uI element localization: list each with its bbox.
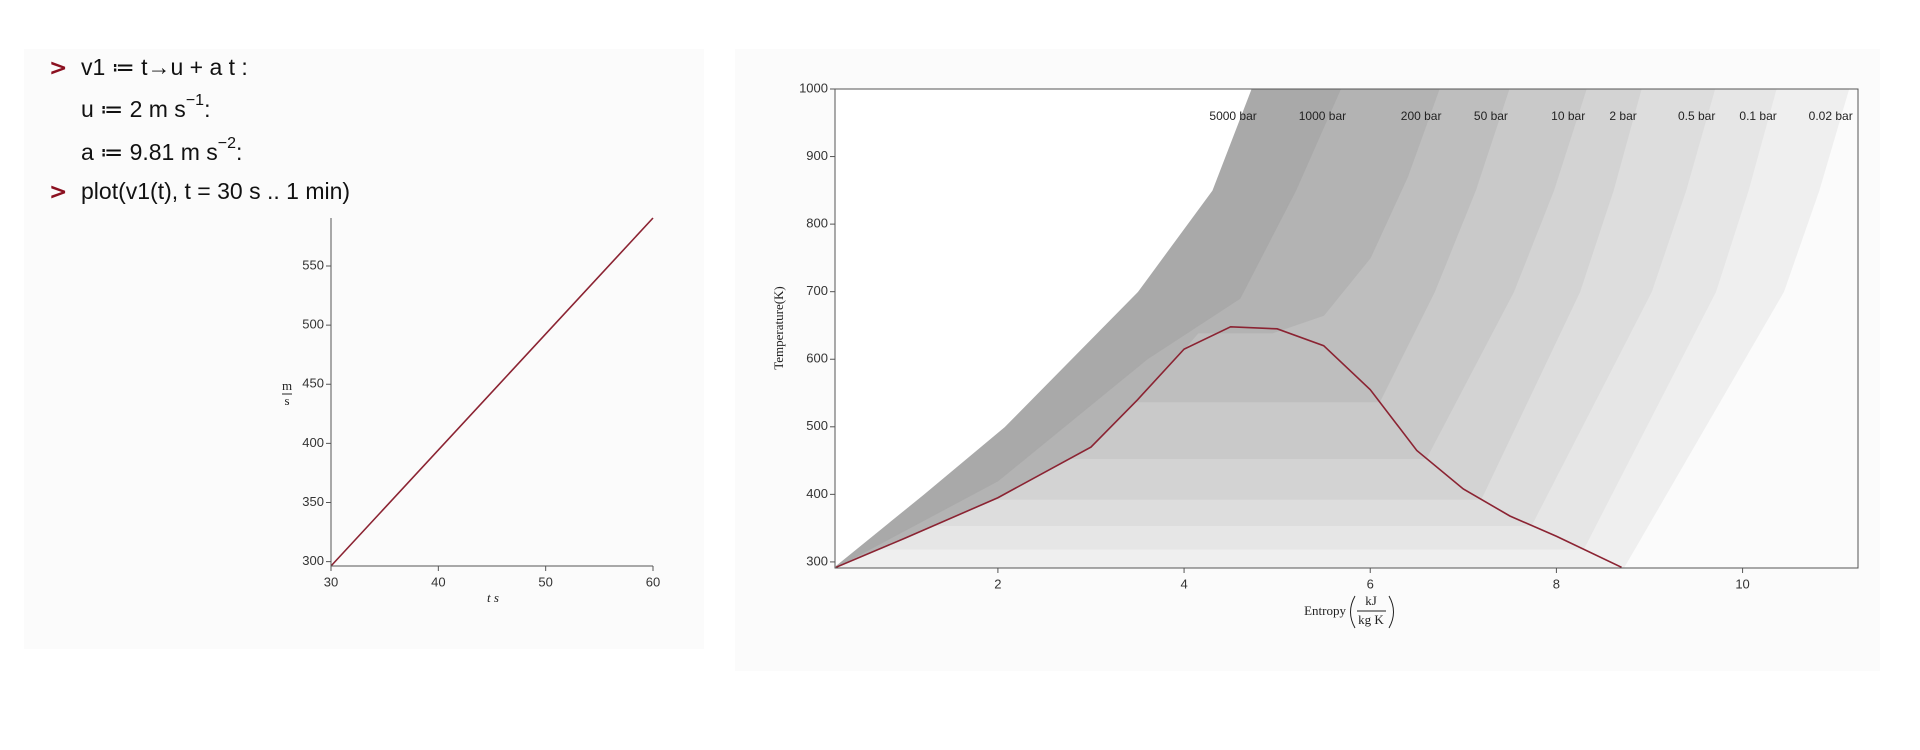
prompt: > [49,180,67,205]
x-tick-label: 60 [646,574,660,589]
terminator: : [204,96,210,122]
y-tick-label: 800 [806,216,828,231]
isobar [835,89,1341,568]
line [330,217,654,567]
plot [835,89,1850,568]
output-panel [24,49,704,649]
x-tick-label: 4 [1180,576,1187,591]
isobar-label: 5000 bar [1209,109,1256,123]
plot [330,217,654,567]
y-tick-label: 300 [806,553,828,568]
isobar-label: 0.5 bar [1678,109,1715,123]
isobar [835,89,1850,568]
paren [1388,595,1394,629]
expr: a ≔ 9.81 m s [81,139,218,165]
x-tick-label: 30 [324,574,338,589]
y-tick-label: 350 [302,494,324,509]
x-label: Entropy [1304,603,1346,618]
y-label: Temperature(K) [771,286,786,370]
x-tick-label: 50 [538,574,552,589]
isobar-label: 200 bar [1401,109,1442,123]
input-line: v1 ≔ t→u + a t : [81,54,248,80]
x-tick-label: 8 [1553,576,1560,591]
y-tick-label: 700 [806,283,828,298]
y-tick-label: 400 [302,435,324,450]
paren [1350,595,1356,629]
x-label: t s [487,590,499,605]
y-label-numerator: m [282,378,292,393]
input-line: a ≔ 9.81 m s−2: [81,135,242,165]
x-label-denominator: kg K [1358,612,1384,627]
x-tick-label: 6 [1367,576,1374,591]
y-tick-label: 1000 [799,80,828,95]
isobar [835,89,1252,566]
prompt: > [49,56,67,81]
y-tick-label: 500 [302,317,324,332]
line [835,326,1622,568]
y-tick-label: 400 [806,486,828,501]
isobar-label: 0.02 bar [1809,109,1853,123]
y-label-denominator: s [284,393,289,408]
input-line: u ≔ 2 m s−1: [81,92,210,122]
terminator: : [236,139,242,165]
isobar-label: 0.1 bar [1739,109,1776,123]
x-tick-label: 40 [431,574,445,589]
input-line: plot(v1(t), t = 30 s .. 1 min) [81,178,350,204]
x-tick-label: 10 [1735,576,1749,591]
superscript: −2 [218,135,236,152]
band-fill [835,89,1252,568]
y-tick-label: 550 [302,257,324,272]
x-label-numerator: kJ [1365,593,1377,608]
isobar-label: 10 bar [1551,109,1585,123]
isobar-label: 2 bar [1609,109,1636,123]
x-tick-label: 2 [994,576,1001,591]
y-tick-label: 900 [806,148,828,163]
y-tick-label: 500 [806,418,828,433]
plot-frame [834,88,1859,569]
expr: u ≔ 2 m s [81,96,186,122]
isobar-label: 1000 bar [1299,109,1346,123]
y-tick-label: 450 [302,376,324,391]
y-tick-label: 300 [302,553,324,568]
y-tick-label: 600 [806,351,828,366]
isobar-label: 50 bar [1474,109,1508,123]
superscript: −1 [186,92,204,109]
